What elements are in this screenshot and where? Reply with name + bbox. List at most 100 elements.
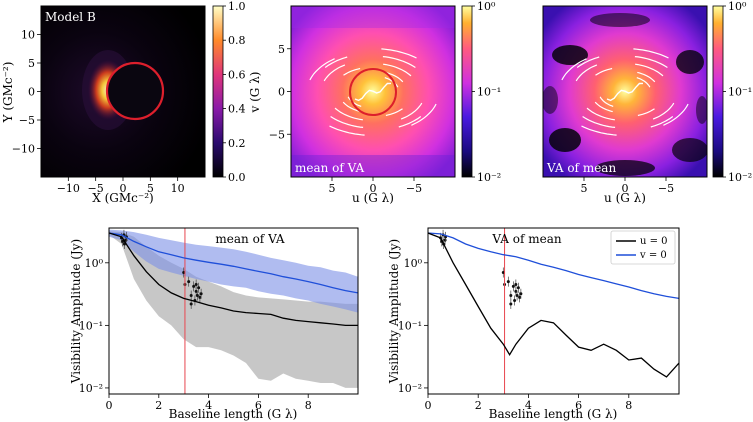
observation-point <box>194 283 198 287</box>
va-mean-map-title: VA of mean <box>546 161 616 175</box>
va-mean-plot-ylabel: Visibility Amplitude (Jy) <box>387 239 401 384</box>
mean-va-map-xlabel: u (G λ) <box>352 191 394 205</box>
y-tick-label: 0 <box>278 86 285 99</box>
uv-coverage-tracks <box>561 48 689 136</box>
colorbar-tick-label: 10⁻¹ <box>728 86 752 99</box>
uv-track <box>606 82 644 102</box>
va-mean-map-colorbar-ticks: 10⁰ 10⁻¹ 10⁻² <box>723 0 752 184</box>
mean-va-map-colorbar <box>461 5 473 178</box>
x-tick-label: 2 <box>155 399 162 412</box>
va-mean-map-axes: 5 0 −5 <box>581 177 674 195</box>
uv-track <box>385 71 404 83</box>
panel-model-b: Model B −10 −5 0 5 10 10 5 0 −5 −10 X (GMc⁻²) Y (… <box>1 0 246 205</box>
observation-point <box>195 294 199 298</box>
uv-track <box>561 58 587 81</box>
observation-point <box>514 289 518 293</box>
observation-point <box>189 294 193 298</box>
observation-point <box>516 286 520 290</box>
y-tick-label: 0 <box>28 86 35 99</box>
uv-track <box>329 125 365 136</box>
y-tick-label: 10⁰ <box>85 257 104 270</box>
y-tick-label: 10 <box>21 29 35 42</box>
x-tick-label: 2 <box>475 399 482 412</box>
y-tick-label: 10⁻² <box>79 382 103 395</box>
va-mean-plot-axes: 0 2 4 6 8 10⁰ 10⁻¹ 10⁻² <box>398 257 633 412</box>
uv-track <box>411 103 437 126</box>
colorbar-tick-label: 0.0 <box>228 171 246 184</box>
mean-va-plot-title: mean of VA <box>215 232 285 246</box>
observation-point <box>518 295 522 299</box>
y-tick-label: 10⁻¹ <box>79 319 103 332</box>
mean-va-map-top-tint <box>291 6 455 28</box>
uv-track <box>382 56 416 69</box>
observation-point <box>198 295 202 299</box>
uv-track <box>576 56 600 68</box>
uv-coverage-tracks <box>309 48 437 136</box>
v0-uncertainty-band <box>109 229 358 313</box>
colorbar-tick-label: 0.8 <box>228 34 246 47</box>
uv-track <box>582 115 616 128</box>
uv-track <box>635 63 664 77</box>
uv-track <box>637 71 656 83</box>
colorbar-tick-label: 1.0 <box>228 0 246 13</box>
panel-mean-of-va-plot: mean of VA 0 2 4 6 8 10⁰ 10⁻¹ 10⁻² Baseline len… <box>69 227 359 421</box>
uv-track <box>354 82 392 102</box>
uv-track <box>385 108 403 117</box>
colorbar-tick-label: 10⁻² <box>477 171 501 184</box>
mean-va-map-bottom-tint <box>291 155 455 177</box>
uv-track <box>309 58 335 81</box>
mean-va-map-axes: 5 0 −5 5 0 −5 <box>269 43 422 195</box>
uv-track <box>323 64 346 82</box>
legend-v0-label: v = 0 <box>639 250 667 261</box>
x-tick-label: 5 <box>147 182 154 195</box>
ring-overlay <box>349 68 397 116</box>
observation-point <box>509 302 513 306</box>
colorbar-tick-label: 0.2 <box>228 137 246 150</box>
x-tick-label: 6 <box>575 399 582 412</box>
uv-track <box>636 77 651 88</box>
colorbar-tick-label: 10⁰ <box>477 0 496 13</box>
legend-box <box>610 230 676 265</box>
legend-u0-label: u = 0 <box>640 236 668 247</box>
uv-track <box>586 107 615 121</box>
v0-series-line <box>428 232 679 300</box>
y-tick-label: 10⁻¹ <box>398 319 422 332</box>
uv-track <box>381 48 417 59</box>
observation-point <box>187 280 191 284</box>
mean-va-plot-ylabel: Visibility Amplitude (Jy) <box>69 239 83 384</box>
uv-track <box>633 48 669 59</box>
observation-point <box>506 280 510 284</box>
uv-track <box>324 56 348 68</box>
colorbar-tick-label: 0.4 <box>228 103 246 116</box>
v0-series-line <box>109 232 358 294</box>
y-tick-label: 10⁻² <box>398 382 422 395</box>
y-tick-label: 5 <box>278 43 285 56</box>
uv-track <box>343 67 361 76</box>
mean-va-map-ylabel: v (G λ) <box>248 72 262 114</box>
observation-point <box>519 292 523 296</box>
uv-track <box>594 101 613 113</box>
va-mean-plot-title: VA of mean <box>491 232 561 246</box>
mean-va-map-colorbar-ticks: 10⁰ 10⁻¹ 10⁻² <box>472 0 501 184</box>
uv-track <box>581 125 617 136</box>
colorbar-tick-label: 0.6 <box>228 68 246 81</box>
x-tick-label: 4 <box>205 399 212 412</box>
colorbar-tick-label: 10⁰ <box>728 0 747 13</box>
mean-va-plot-frame <box>108 227 359 395</box>
va-mean-map-xlabel: u (G λ) <box>604 191 646 205</box>
u0-series-line <box>428 232 679 378</box>
observation-point <box>189 302 193 306</box>
x-tick-label: 10 <box>171 182 185 195</box>
x-tick-label: −5 <box>88 182 104 195</box>
uv-track <box>595 67 613 76</box>
panel-va-of-mean-map: VA of mean 5 0 −5 u (G λ) 10⁰ 10⁻¹ 10⁻² <box>542 0 752 205</box>
observation-point <box>443 238 447 242</box>
uv-track <box>575 64 598 82</box>
x-tick-label: 8 <box>305 399 312 412</box>
y-tick-label: −5 <box>269 128 285 141</box>
va-mean-plot-xlabel: Baseline length (G λ) <box>489 407 618 421</box>
observation-point <box>501 270 505 274</box>
panel-va-of-mean-plot: VA of mean u = 0 v = 0 0 2 4 6 810⁰10⁻¹10⁻² … <box>387 227 680 421</box>
va-mean-map-colorbar <box>712 5 724 178</box>
